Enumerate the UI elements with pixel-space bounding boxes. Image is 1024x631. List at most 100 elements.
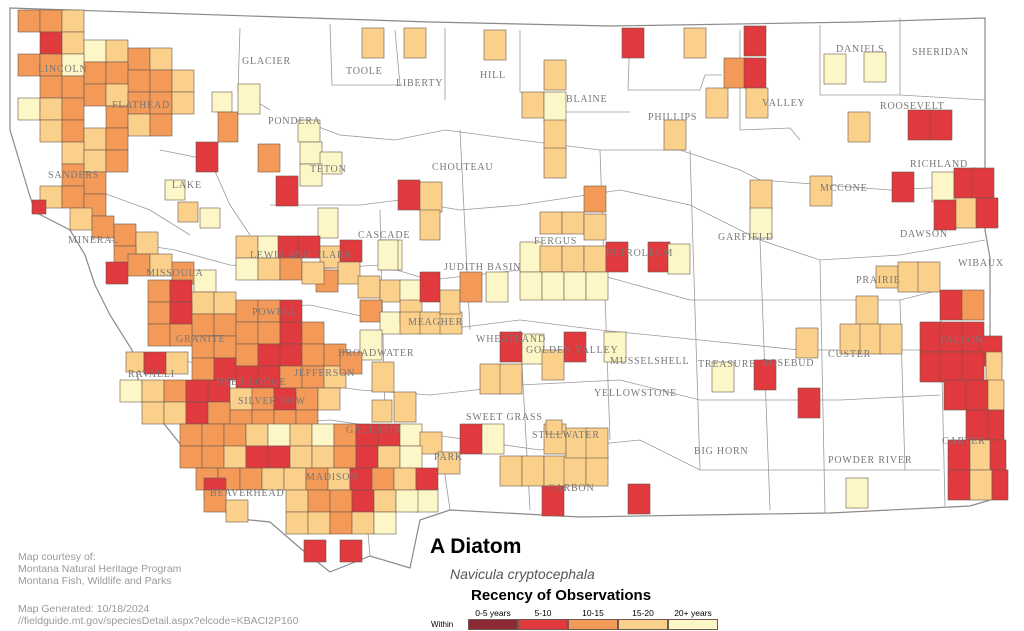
county-label: MEAGHER bbox=[408, 317, 463, 328]
observation-cell bbox=[147, 301, 171, 325]
county-label: RICHLAND bbox=[910, 159, 968, 170]
observation-cell bbox=[127, 69, 151, 93]
observation-cell bbox=[539, 245, 563, 273]
observation-cell bbox=[403, 27, 427, 59]
observation-cell bbox=[919, 351, 943, 383]
observation-cell bbox=[301, 343, 325, 367]
observation-cell bbox=[257, 321, 281, 345]
observation-cell bbox=[539, 211, 563, 235]
observation-cell bbox=[795, 327, 819, 359]
county-label: JEFFERSON bbox=[294, 368, 355, 379]
observation-cell bbox=[351, 511, 375, 535]
observation-cell bbox=[39, 31, 63, 55]
county-label: PONDERA bbox=[268, 116, 321, 127]
observation-cell bbox=[521, 455, 545, 487]
county-label: BEAVERHEAD bbox=[210, 488, 284, 499]
observation-cell bbox=[171, 69, 195, 93]
observation-cell bbox=[399, 423, 423, 447]
observation-cell bbox=[235, 321, 259, 345]
observation-cell bbox=[585, 455, 609, 487]
observation-cell bbox=[169, 279, 193, 303]
legend-item: 0-5 years bbox=[468, 608, 518, 630]
observation-cell bbox=[141, 379, 165, 403]
county-label: MUSSELSHELL bbox=[610, 356, 689, 367]
county-label: TREASURE bbox=[698, 359, 756, 370]
observation-cell bbox=[239, 467, 263, 491]
observation-cell bbox=[195, 141, 219, 173]
county-label: PETROLEUM bbox=[606, 248, 673, 259]
observation-cell bbox=[179, 445, 203, 469]
observation-cell bbox=[939, 351, 963, 383]
observation-cell bbox=[499, 455, 523, 487]
observation-cell bbox=[683, 27, 707, 59]
observation-cell bbox=[207, 401, 231, 425]
observation-cell bbox=[541, 349, 565, 381]
legend-swatch bbox=[468, 619, 518, 630]
observation-cell bbox=[303, 539, 327, 563]
observation-cell bbox=[975, 197, 999, 229]
observation-cell bbox=[185, 401, 209, 425]
county-label: CARBON bbox=[548, 483, 594, 494]
county-label: YELLOWSTONE bbox=[594, 388, 677, 399]
observation-cell bbox=[939, 289, 963, 321]
observation-cell bbox=[965, 379, 989, 411]
observation-cell bbox=[127, 113, 151, 137]
observation-cell bbox=[847, 111, 871, 143]
county-label: GARFIELD bbox=[718, 232, 774, 243]
observation-cell bbox=[61, 9, 85, 33]
observation-cell bbox=[165, 351, 189, 375]
observation-cell bbox=[279, 321, 303, 345]
observation-cell bbox=[627, 483, 651, 515]
observation-cell bbox=[929, 109, 953, 141]
observation-cell bbox=[285, 489, 309, 513]
observation-cell bbox=[419, 209, 441, 241]
observation-cell bbox=[399, 279, 423, 303]
legend: 0-5 years 5-10 10-15 15-20 20+ years bbox=[468, 608, 718, 630]
observation-cell bbox=[987, 379, 1005, 411]
observation-cell bbox=[339, 539, 363, 563]
observation-cell bbox=[419, 431, 443, 455]
observation-cell bbox=[279, 257, 303, 281]
observation-cell bbox=[245, 445, 269, 469]
observation-cell bbox=[177, 201, 199, 223]
observation-cell bbox=[855, 295, 879, 327]
observation-cell bbox=[31, 199, 47, 215]
legend-item-label: 10-15 bbox=[582, 608, 604, 618]
observation-cell bbox=[223, 445, 247, 469]
observation-cell bbox=[283, 467, 307, 491]
legend-item: 10-15 bbox=[568, 608, 618, 630]
observation-cell bbox=[605, 241, 629, 273]
observation-cell bbox=[879, 323, 903, 355]
observation-cell bbox=[897, 261, 921, 293]
observation-cell bbox=[261, 467, 285, 491]
observation-cell bbox=[743, 57, 767, 89]
observation-cell bbox=[105, 127, 129, 151]
observation-cell bbox=[307, 511, 331, 535]
observation-cell bbox=[419, 181, 443, 213]
county-label: VALLEY bbox=[762, 98, 806, 109]
observation-cell bbox=[307, 489, 331, 513]
legend-within-label: Within bbox=[431, 620, 454, 629]
observation-cell bbox=[459, 271, 483, 303]
legend-swatch bbox=[668, 619, 718, 630]
observation-cell bbox=[351, 489, 375, 513]
county-label: POWELL bbox=[252, 307, 297, 318]
legend-item: 5-10 bbox=[518, 608, 568, 630]
observation-cell bbox=[377, 239, 399, 271]
observation-cell bbox=[723, 57, 747, 89]
observation-cell bbox=[61, 75, 85, 99]
observation-cell bbox=[545, 419, 563, 435]
county-label: WIBAUX bbox=[958, 258, 1004, 269]
legend-title: Recency of Observations bbox=[471, 587, 652, 604]
observation-cell bbox=[521, 91, 545, 119]
county-label: MISSOULA bbox=[146, 268, 204, 279]
observation-cell bbox=[83, 39, 107, 63]
county-label: FLATHEAD bbox=[112, 100, 170, 111]
observation-cell bbox=[299, 141, 323, 165]
observation-cell bbox=[479, 363, 503, 395]
county-label: SHERIDAN bbox=[912, 47, 969, 58]
observation-cell bbox=[329, 489, 353, 513]
observation-cell bbox=[185, 379, 209, 403]
observation-cell bbox=[377, 445, 401, 469]
